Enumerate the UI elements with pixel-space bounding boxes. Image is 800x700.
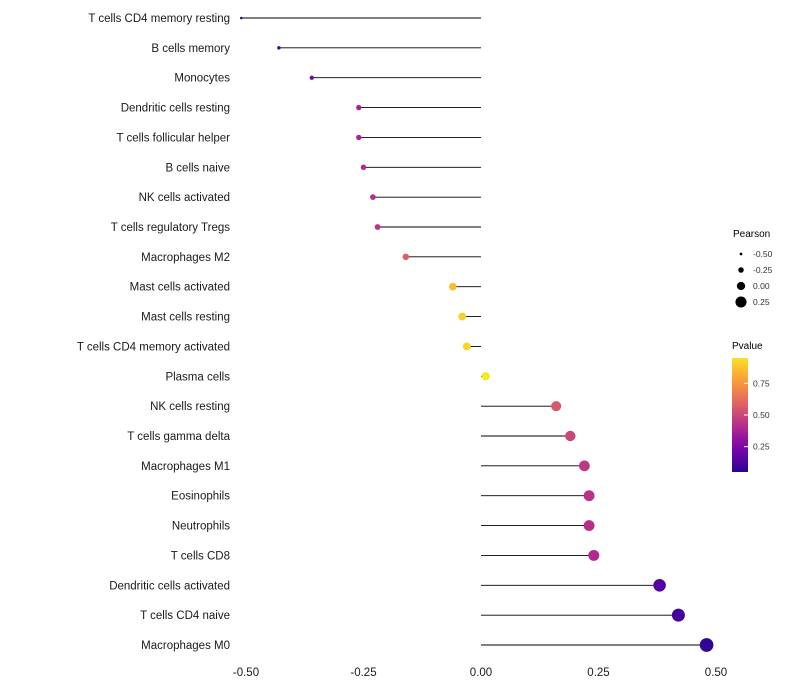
x-tick-label: 0.25 <box>587 667 609 679</box>
x-tick-label: 0.50 <box>705 667 727 679</box>
size-legend-dot <box>736 281 746 291</box>
size-legend-label: -0.25 <box>753 265 773 275</box>
size-legend: Pearson -0.50 -0.25 0.00 0.25 <box>733 229 773 308</box>
lollipop-dot <box>551 401 562 412</box>
y-axis-label: T cells follicular helper <box>116 132 230 144</box>
lollipop-row: Monocytes <box>174 73 481 85</box>
size-legend-dot <box>739 252 743 256</box>
lollipop-row: T cells regulatory Tregs <box>111 222 481 234</box>
lollipop-row: Macrophages M0 <box>141 638 714 652</box>
size-legend-dot <box>738 267 744 273</box>
lollipop-row: T cells CD4 naive <box>140 608 685 622</box>
lollipop-row: Dendritic cells resting <box>121 103 481 115</box>
lollipop-dot <box>277 46 281 50</box>
lollipop-dot <box>458 312 467 321</box>
size-legend-title: Pearson <box>733 229 770 240</box>
lollipop-row: NK cells resting <box>150 401 562 413</box>
size-legend-dot <box>735 296 747 308</box>
y-axis-label: Macrophages M0 <box>141 640 230 652</box>
y-axis-label: T cells regulatory Tregs <box>111 222 231 234</box>
lollipop-dot <box>653 579 666 592</box>
lollipop-dot <box>481 372 490 381</box>
y-axis-label: B cells memory <box>151 43 230 55</box>
y-axis-label: Eosinophils <box>171 491 230 503</box>
x-axis: -0.50 -0.25 0.00 0.25 0.50 <box>233 667 727 679</box>
color-legend: Pvalue 0.75 0.50 0.25 <box>732 341 770 472</box>
lollipop-row: T cells CD4 memory resting <box>88 13 481 25</box>
y-axis-label: Macrophages M1 <box>141 461 230 473</box>
lollipop-row: Mast cells resting <box>141 312 481 324</box>
lollipop-dot <box>356 134 362 141</box>
lollipop-dot <box>565 430 576 442</box>
y-axis-label: Mast cells resting <box>141 312 230 324</box>
lollipop-dot <box>240 16 243 20</box>
pvalue-tick-label: 0.50 <box>753 410 770 420</box>
lollipop-dot <box>699 638 714 652</box>
color-legend-title: Pvalue <box>732 341 763 352</box>
lollipop-dot <box>588 549 600 561</box>
lollipop-row: B cells memory <box>151 43 481 55</box>
pvalue-tick-label: 0.75 <box>753 378 770 388</box>
pvalue-tick-label: 0.25 <box>753 442 770 452</box>
lollipop-row: T cells gamma delta <box>127 430 576 443</box>
lollipop-row: Macrophages M1 <box>141 460 590 473</box>
y-axis-label: NK cells activated <box>139 192 230 204</box>
y-axis-label: B cells naive <box>165 162 230 174</box>
lollipop-row: T cells CD4 memory activated <box>77 341 481 353</box>
size-legend-label: -0.50 <box>753 249 773 259</box>
y-axis-label: T cells CD4 naive <box>140 610 230 622</box>
y-axis-label: Dendritic cells activated <box>109 580 230 592</box>
lollipop-row: T cells follicular helper <box>116 132 481 144</box>
lollipop-dot <box>579 460 590 472</box>
lollipop-dot <box>462 342 471 351</box>
lollipop-dot <box>671 608 685 622</box>
x-tick-label: 0.00 <box>470 667 492 679</box>
lollipop-dot <box>448 282 457 291</box>
y-axis-label: NK cells resting <box>150 401 230 413</box>
y-axis-label: Macrophages M2 <box>141 252 230 264</box>
pvalue-gradient-bar <box>732 358 748 472</box>
lollipop-row: T cells CD8 <box>171 549 600 562</box>
lollipop-row: Mast cells activated <box>130 282 481 294</box>
lollipop-row: Eosinophils <box>171 490 595 503</box>
lollipop-row: Macrophages M2 <box>141 252 481 264</box>
lollipop-dot <box>374 224 381 230</box>
lollipop-row: Neutrophils <box>172 520 595 533</box>
y-axis-label: Neutrophils <box>172 521 230 533</box>
size-legend-label: 0.00 <box>753 281 770 291</box>
lollipop-dot <box>370 194 376 201</box>
plot-area: T cells CD4 memory resting B cells memory… <box>77 13 714 652</box>
y-axis-label: Monocytes <box>174 73 230 85</box>
y-axis-label: T cells gamma delta <box>127 431 230 443</box>
lollipop-dot <box>360 164 367 171</box>
lollipop-dot <box>309 75 314 80</box>
y-axis-label: Plasma cells <box>165 371 230 383</box>
lollipop-row: Dendritic cells activated <box>109 579 666 592</box>
lollipop-row: B cells naive <box>165 162 481 174</box>
lollipop-row: Plasma cells <box>165 371 490 383</box>
x-tick-label: -0.25 <box>350 667 376 679</box>
lollipop-row: NK cells activated <box>139 192 481 204</box>
y-axis-label: T cells CD4 memory activated <box>77 341 230 353</box>
y-axis-label: Mast cells activated <box>130 282 230 294</box>
lollipop-dot <box>583 520 595 532</box>
lollipop-dot <box>402 253 410 261</box>
lollipop-dot <box>356 104 362 111</box>
x-tick-label: -0.50 <box>233 667 259 679</box>
y-axis-label: T cells CD4 memory resting <box>88 13 230 25</box>
y-axis-label: T cells CD8 <box>171 550 230 562</box>
size-legend-label: 0.25 <box>753 297 770 307</box>
y-axis-label: Dendritic cells resting <box>121 103 230 115</box>
lollipop-dot <box>583 490 595 502</box>
